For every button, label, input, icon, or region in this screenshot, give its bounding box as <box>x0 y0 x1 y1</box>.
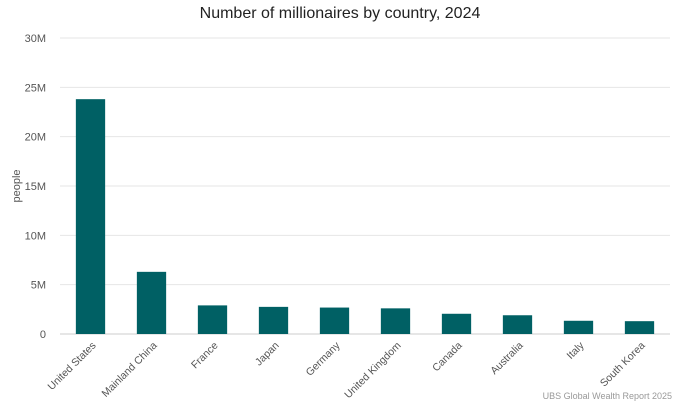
x-tick-label: France <box>189 340 221 372</box>
x-tick-label: Australia <box>488 340 525 377</box>
bar <box>258 306 289 334</box>
y-tick-label: 20M <box>25 132 46 144</box>
x-tick-label: United States <box>46 340 99 393</box>
x-tick-label: Mainland China <box>100 340 160 400</box>
bar <box>319 307 350 334</box>
y-axis-title: people <box>11 169 23 202</box>
y-tick-label: 5M <box>31 280 46 292</box>
bar <box>502 315 533 334</box>
x-tick-label: South Korea <box>598 340 648 390</box>
source-note: UBS Global Wealth Report 2025 <box>542 391 672 401</box>
x-tick-label: Japan <box>253 340 282 369</box>
x-tick-label: United Kingdom <box>342 339 403 400</box>
bar <box>441 313 472 334</box>
x-tick-label: Germany <box>304 339 344 379</box>
bar <box>563 320 594 334</box>
y-tick-label: 0 <box>40 329 46 341</box>
bar <box>380 308 411 334</box>
bar <box>75 99 106 334</box>
x-tick-label: Italy <box>565 339 588 362</box>
y-tick-label: 10M <box>25 230 46 242</box>
bars <box>75 99 655 334</box>
bar <box>197 305 228 334</box>
y-tick-label: 25M <box>25 82 46 94</box>
y-tick-label: 15M <box>25 181 46 193</box>
y-axis-ticks: 0 5M 10M 15M 20M 25M 30M <box>25 33 46 341</box>
bar <box>136 271 167 334</box>
x-tick-label: Canada <box>430 340 465 375</box>
bar <box>624 321 655 334</box>
y-tick-label: 30M <box>25 33 46 45</box>
chart-title: Number of millionaires by country, 2024 <box>199 5 481 22</box>
